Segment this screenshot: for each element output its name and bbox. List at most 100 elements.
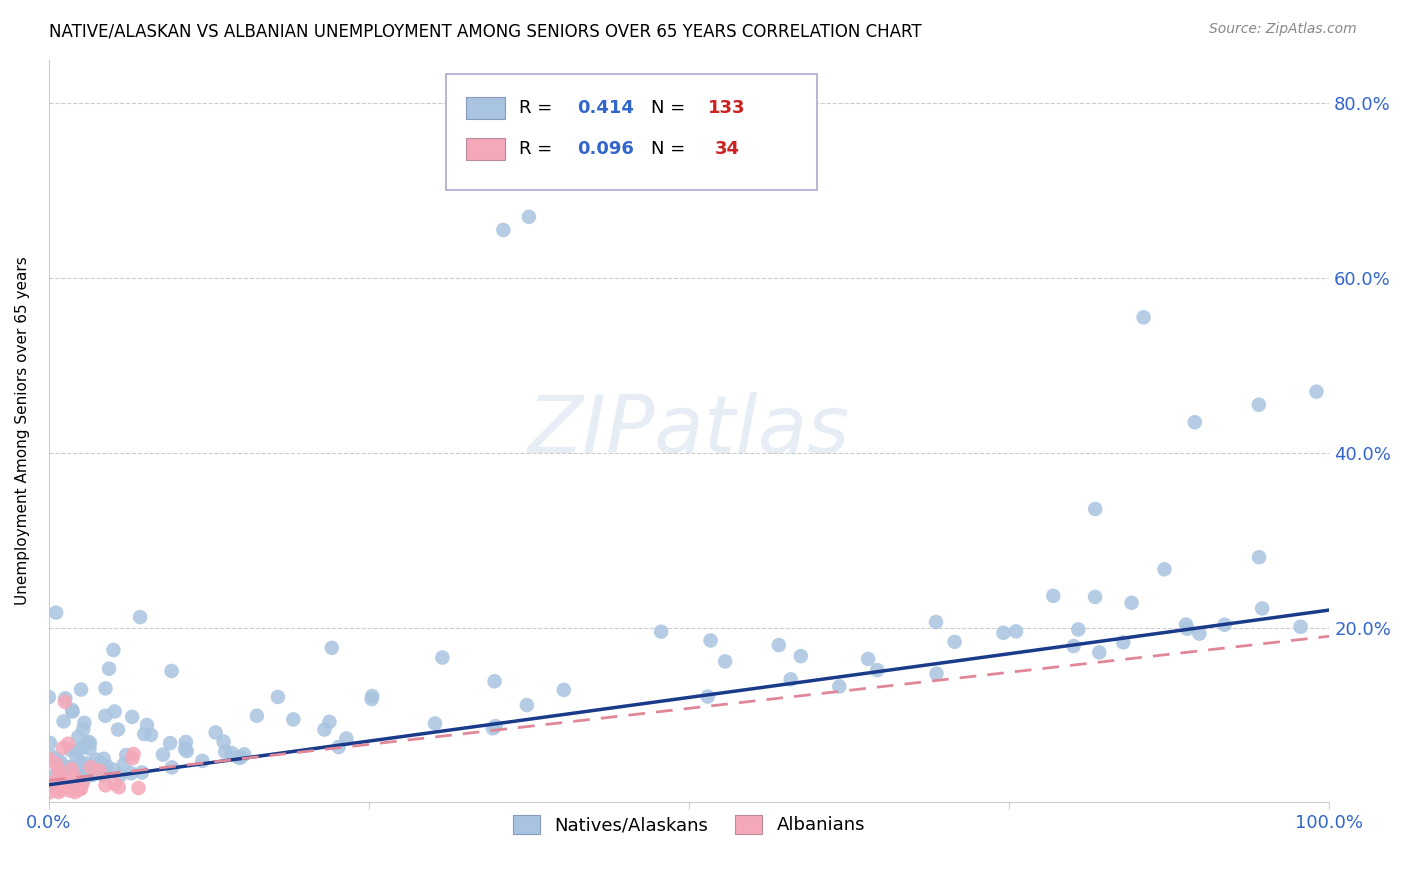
Point: [80, 760, 103, 774]
Point: [38, 752, 60, 766]
Point: [52, 714, 75, 729]
Point: [104, 705, 127, 719]
Point: [46, 752, 69, 766]
Point: [129, 610, 152, 624]
Point: [94, 778, 117, 792]
Point: [699, 633, 721, 648]
Point: [482, 722, 505, 736]
Point: [152, 747, 174, 762]
Point: [1305, 384, 1327, 399]
Point: [1289, 620, 1312, 634]
Point: [516, 698, 538, 712]
Point: [107, 723, 129, 737]
Text: N =: N =: [651, 140, 690, 158]
Point: [696, 690, 718, 704]
Point: [55, 760, 77, 774]
Point: [70, 682, 93, 697]
Point: [121, 710, 143, 724]
Point: [70, 781, 93, 796]
Point: [73, 772, 96, 787]
Point: [1005, 624, 1028, 639]
Point: [48, 763, 70, 777]
Point: [72, 777, 94, 791]
Point: [77, 735, 100, 749]
Point: [779, 673, 801, 687]
Point: [1084, 590, 1107, 604]
Point: [191, 754, 214, 768]
Point: [69, 755, 91, 769]
Point: [94, 708, 117, 723]
Point: [768, 638, 790, 652]
Point: [1067, 623, 1090, 637]
Point: [60, 769, 83, 783]
Point: [51, 762, 73, 776]
Point: [856, 652, 879, 666]
Point: [828, 680, 851, 694]
Point: [176, 744, 198, 758]
Point: [51, 772, 73, 787]
Point: [67, 782, 90, 797]
Text: 0.096: 0.096: [578, 140, 634, 158]
FancyBboxPatch shape: [467, 137, 505, 160]
Point: [318, 714, 340, 729]
Point: [56, 737, 79, 751]
Point: [121, 751, 143, 765]
Point: [38, 776, 60, 790]
Point: [42, 770, 65, 784]
Point: [44, 780, 66, 794]
Point: [229, 750, 252, 764]
Point: [39, 778, 62, 792]
Point: [60, 762, 83, 776]
Point: [63, 785, 86, 799]
Point: [1132, 310, 1154, 325]
Text: NATIVE/ALASKAN VS ALBANIAN UNEMPLOYMENT AMONG SENIORS OVER 65 YEARS CORRELATION : NATIVE/ALASKAN VS ALBANIAN UNEMPLOYMENT …: [49, 22, 922, 40]
Point: [103, 643, 125, 657]
Point: [122, 747, 145, 761]
Point: [790, 649, 813, 664]
Text: ZIPatlas: ZIPatlas: [527, 392, 851, 470]
Point: [267, 690, 290, 704]
Point: [361, 689, 384, 703]
Point: [49, 771, 72, 785]
Point: [212, 734, 235, 748]
Point: [1088, 645, 1111, 659]
Point: [93, 768, 115, 782]
Point: [335, 731, 357, 746]
Point: [41, 777, 63, 791]
Point: [993, 625, 1015, 640]
Point: [134, 727, 156, 741]
Point: [131, 765, 153, 780]
Point: [221, 746, 243, 760]
Point: [1249, 550, 1271, 565]
Point: [108, 780, 131, 795]
Point: [48, 770, 70, 784]
Point: [59, 775, 82, 789]
Point: [943, 635, 966, 649]
Point: [174, 742, 197, 756]
Point: [65, 748, 87, 763]
Point: [159, 736, 181, 750]
Point: [94, 681, 117, 696]
Point: [53, 770, 76, 784]
Point: [866, 663, 889, 677]
Point: [48, 763, 70, 777]
Text: 34: 34: [714, 140, 740, 158]
FancyBboxPatch shape: [467, 96, 505, 119]
Point: [65, 743, 87, 757]
Point: [1213, 617, 1236, 632]
Text: N =: N =: [651, 99, 690, 117]
Point: [484, 719, 506, 733]
Point: [51, 783, 73, 797]
Point: [76, 756, 98, 771]
Point: [553, 682, 575, 697]
Point: [328, 739, 350, 754]
Point: [160, 664, 183, 678]
Point: [41, 749, 63, 764]
Point: [65, 766, 87, 780]
Point: [314, 723, 336, 737]
Point: [59, 743, 82, 757]
Point: [72, 722, 94, 736]
Point: [484, 674, 506, 689]
Point: [66, 767, 89, 781]
Point: [82, 768, 104, 782]
